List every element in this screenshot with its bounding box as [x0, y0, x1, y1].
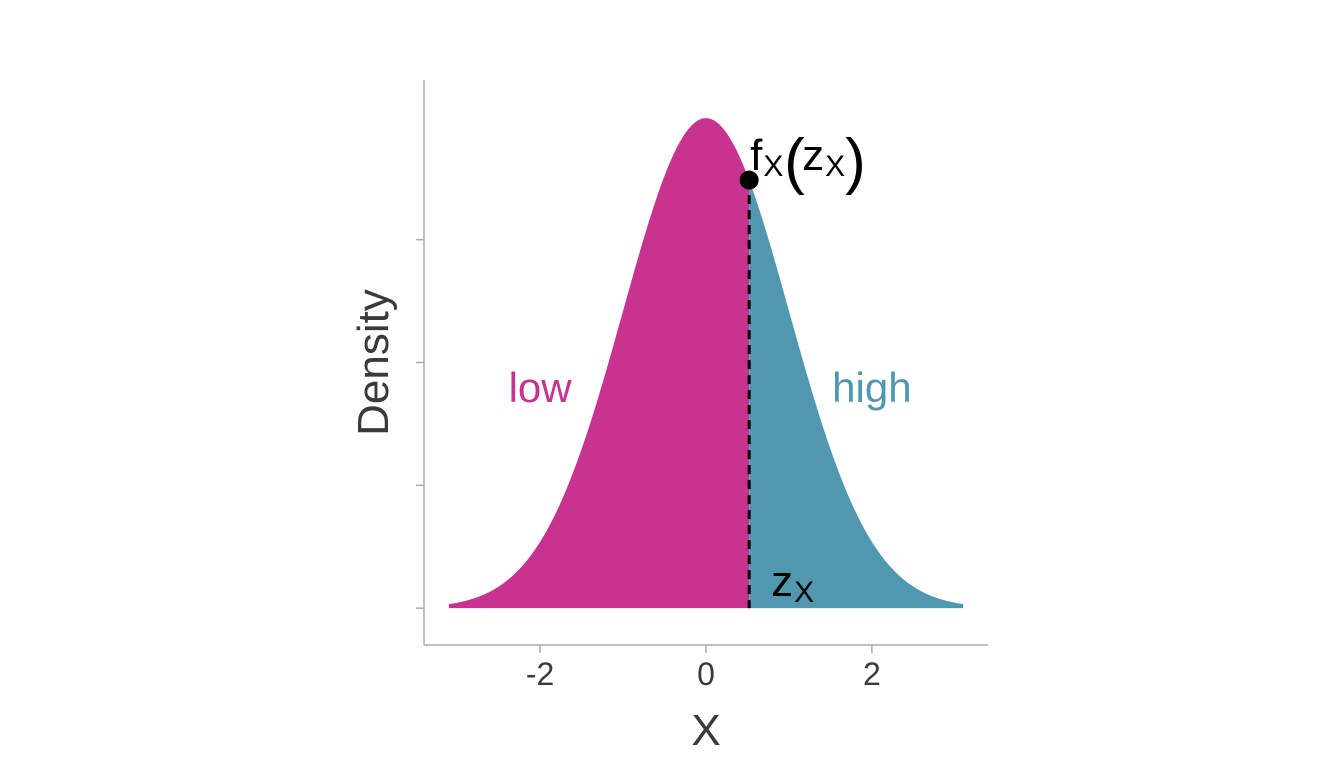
x-tick-label: -2: [526, 656, 554, 692]
point-label-open-paren: (: [784, 127, 805, 196]
threshold-label-sub: X: [794, 576, 814, 609]
region-low-area: [448, 118, 750, 609]
x-tick-label: 0: [697, 656, 715, 692]
area-layer: [448, 118, 964, 609]
point-label-fn: fX: [750, 131, 783, 183]
point-label-close-paren: ): [845, 127, 866, 196]
threshold-label-main: z: [771, 557, 793, 606]
point-label-arg: zX: [802, 131, 845, 183]
threshold-label: zX: [771, 557, 814, 609]
density-point-marker: [739, 170, 759, 190]
region-low-label: low: [509, 364, 573, 411]
region-high-area: [749, 180, 964, 609]
x-axis-title: X: [691, 706, 720, 755]
axes-layer: -2 0 2 X Density: [349, 80, 988, 755]
region-high-label: high: [832, 364, 911, 411]
y-axis-title: Density: [349, 289, 398, 436]
x-tick-label: 2: [863, 656, 881, 692]
point-label: fX (zX): [750, 127, 866, 196]
